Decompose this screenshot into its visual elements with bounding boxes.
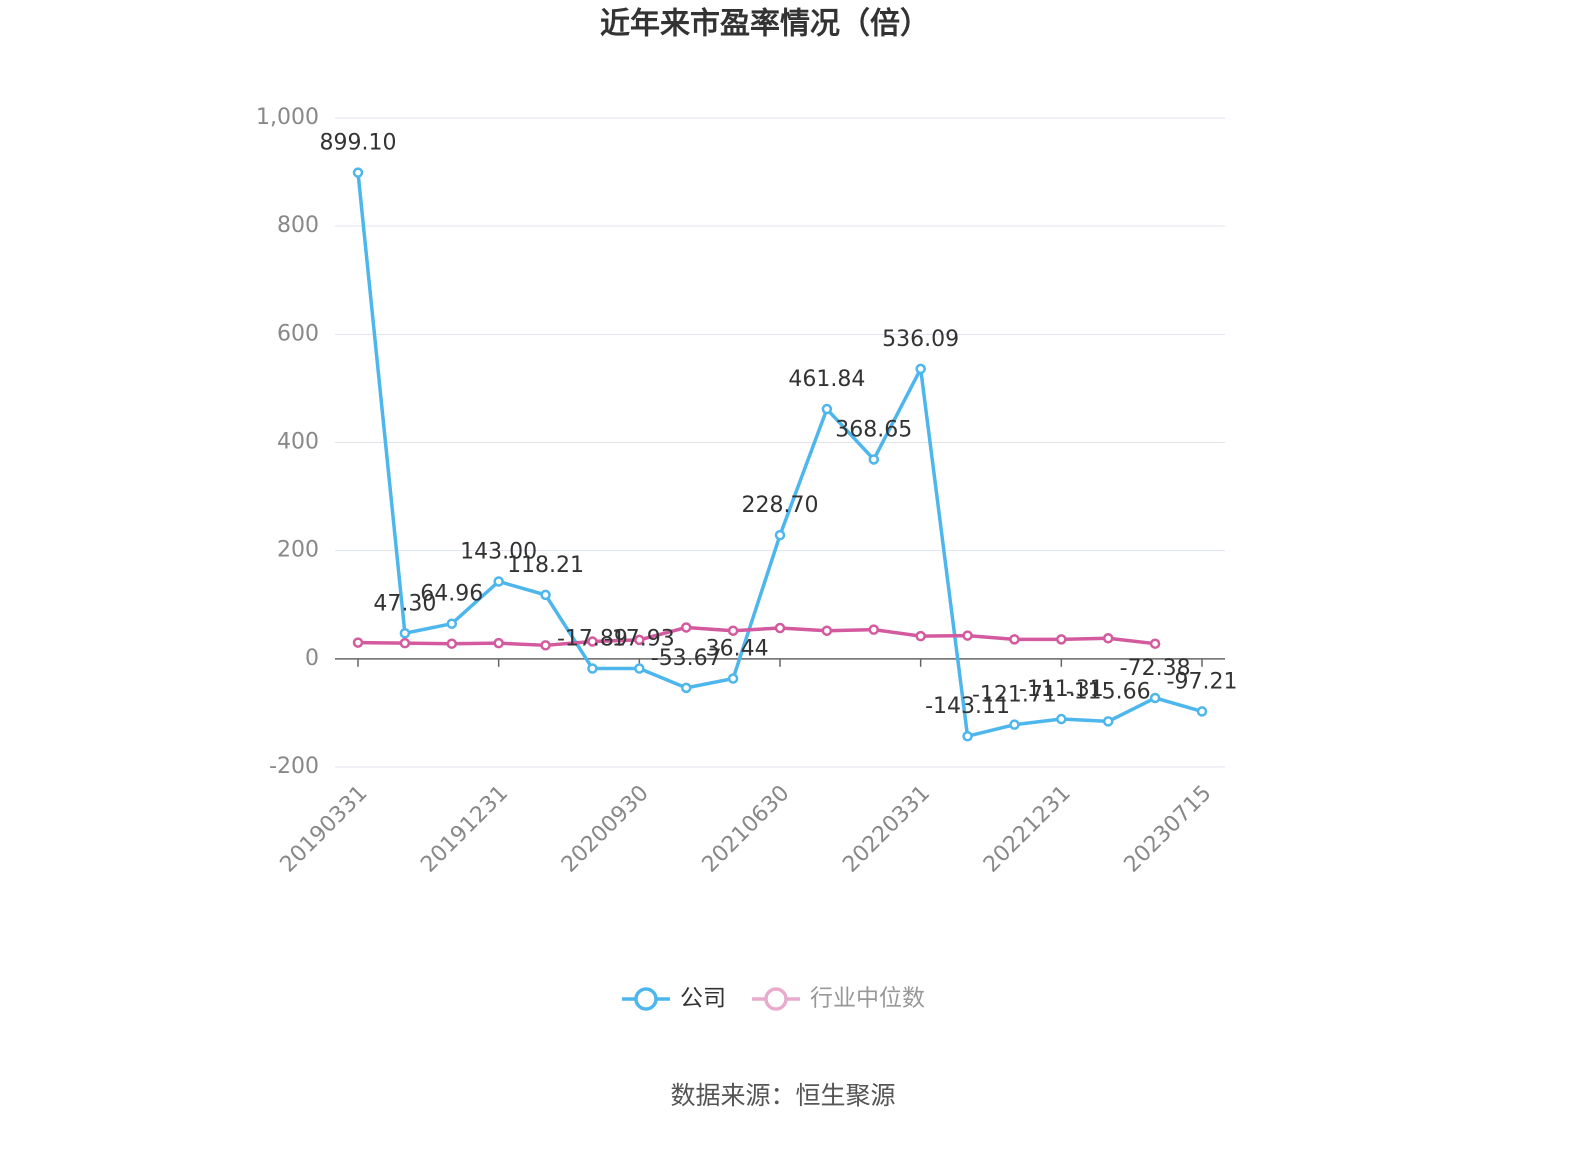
point — [962, 630, 973, 641]
point — [821, 625, 833, 636]
y-tick-label: 600 — [277, 321, 319, 346]
data-label: 64.96 — [420, 582, 483, 607]
point — [399, 628, 411, 639]
x-tick-label: 20220331 — [838, 781, 935, 878]
point — [727, 673, 739, 684]
point — [587, 636, 598, 647]
data-label: 143.00 — [460, 539, 537, 564]
x-tick-label: 20191231 — [416, 781, 513, 878]
data-label: -17.93 — [604, 627, 675, 652]
point — [1102, 716, 1114, 727]
point — [1196, 706, 1208, 717]
point — [1009, 719, 1020, 730]
y-tick-label: 800 — [277, 213, 319, 238]
y-tick-label: 0 — [305, 646, 319, 671]
data-label: 47.30 — [373, 591, 436, 616]
point — [446, 638, 458, 649]
point — [821, 403, 833, 415]
point — [446, 618, 458, 629]
point — [399, 637, 411, 649]
y-tick-label: -200 — [269, 754, 319, 779]
data-label: 118.21 — [507, 553, 584, 578]
legend-label: 行业中位数 — [810, 986, 925, 1012]
data-label: 368.65 — [835, 417, 912, 442]
point — [915, 630, 926, 642]
data-label: -115.66 — [1066, 679, 1151, 704]
legend-marker — [764, 987, 788, 1011]
point — [540, 589, 551, 601]
data-label: 899.10 — [320, 131, 397, 156]
point — [587, 663, 598, 674]
point — [493, 576, 504, 587]
x-tick-label: 20210630 — [698, 781, 795, 878]
legend-label: 公司 — [680, 986, 726, 1012]
data-label: -121.71 — [972, 683, 1057, 708]
point — [1149, 638, 1161, 649]
point — [634, 634, 645, 646]
point — [1056, 634, 1067, 645]
point — [680, 622, 692, 633]
point — [1149, 692, 1161, 704]
x-tick-label: 20221231 — [979, 781, 1076, 878]
point — [868, 454, 880, 465]
point — [1056, 713, 1067, 725]
point — [352, 637, 364, 648]
point — [774, 622, 786, 634]
y-tick-label: 400 — [277, 430, 319, 455]
point — [540, 640, 551, 651]
point — [634, 663, 645, 674]
legend-marker — [634, 987, 658, 1011]
point — [962, 730, 973, 742]
data-label: -72.38 — [1120, 656, 1191, 681]
data-label: -36.44 — [698, 637, 769, 662]
point — [774, 529, 786, 541]
point — [1009, 634, 1020, 645]
chart-title: 近年来市盈率情况（倍） — [600, 7, 930, 42]
y-tick-label: 200 — [277, 538, 319, 563]
x-tick-label: 20200930 — [557, 781, 654, 878]
x-tick-label: 20190331 — [276, 781, 373, 878]
legend-item: 公司 — [622, 986, 726, 1012]
data-label: 461.84 — [788, 367, 865, 392]
point — [915, 363, 926, 375]
series-line — [357, 625, 1156, 648]
x-tick-label: 20230715 — [1120, 781, 1217, 878]
point — [680, 682, 692, 694]
series-line — [356, 172, 1203, 738]
data-label: -97.21 — [1167, 669, 1238, 694]
source: 数据来源：恒生聚源 — [670, 1081, 895, 1110]
data-label: 536.09 — [882, 327, 959, 352]
point — [352, 167, 364, 178]
data-label: -53.67 — [651, 646, 722, 671]
y-tick-label: 1,000 — [256, 105, 319, 130]
data-label: -111.31 — [1019, 677, 1104, 702]
point — [727, 625, 739, 636]
data-label: -17.89 — [557, 627, 628, 652]
legend-item: 行业中位数 — [752, 986, 925, 1012]
point — [868, 624, 880, 635]
data-label: -143.11 — [925, 694, 1010, 719]
data-label: 228.70 — [742, 493, 819, 518]
point — [493, 637, 504, 649]
point — [1102, 633, 1114, 644]
